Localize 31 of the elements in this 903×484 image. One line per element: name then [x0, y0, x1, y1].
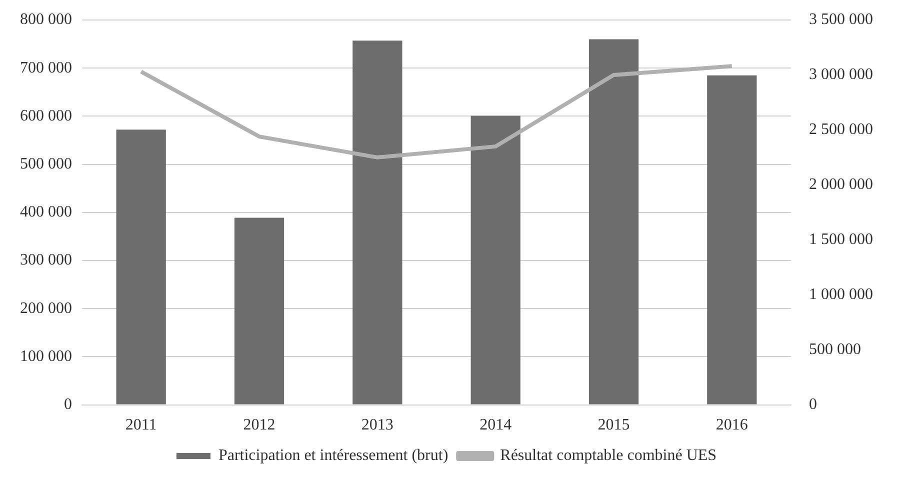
x-tick-label: 2016 [716, 416, 748, 434]
y2-tick-label: 500 000 [809, 341, 861, 358]
y2-tick-label: 3 500 000 [809, 11, 873, 28]
x-tick-label: 2013 [361, 416, 394, 434]
y-tick-label: 100 000 [20, 348, 72, 365]
bar [588, 39, 639, 404]
y-tick-label: 800 000 [20, 11, 72, 28]
legend-label: Résultat comptable combiné UES [500, 447, 717, 464]
bar [470, 116, 520, 404]
y2-tick-label: 3 000 000 [809, 66, 873, 84]
bar [707, 75, 757, 404]
y2-tick-label: 0 [809, 396, 817, 414]
y-tick-label: 300 000 [20, 252, 72, 269]
bar [352, 40, 402, 404]
y-tick-label: 500 000 [20, 156, 72, 173]
y-tick-label: 0 [64, 396, 72, 414]
x-tick-label: 2012 [243, 416, 276, 434]
x-tick-label: 2011 [125, 416, 157, 434]
y2-tick-label: 1 000 000 [809, 286, 873, 304]
y-tick-label: 400 000 [20, 204, 72, 221]
y2-tick-label: 2 000 000 [809, 176, 873, 194]
bar [234, 218, 284, 404]
legend-label: Participation et intéressement (brut) [218, 447, 448, 464]
x-tick-label: 2014 [480, 416, 512, 434]
y2-tick-label: 1 500 000 [809, 231, 873, 248]
y-tick-label: 700 000 [20, 59, 72, 76]
y-tick-label: 200 000 [20, 300, 72, 317]
bar [116, 130, 166, 404]
y-tick-label: 600 000 [20, 107, 72, 124]
x-tick-label: 2015 [598, 416, 630, 434]
y2-tick-label: 2 500 000 [809, 121, 873, 138]
